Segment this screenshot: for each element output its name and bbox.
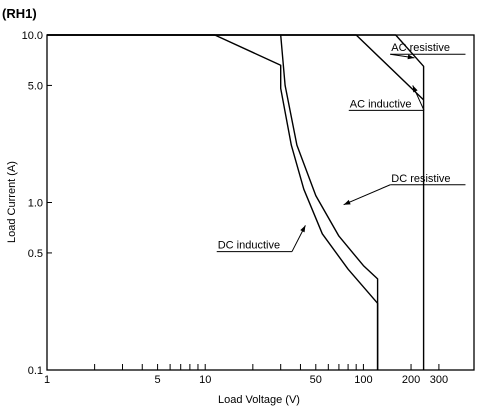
y-tick-label-0.5: 0.5 (28, 248, 43, 260)
annotation-arrow-dc-inductive (300, 225, 306, 233)
chart-title: (RH1) (2, 6, 37, 21)
x-tick-label-300: 300 (430, 374, 448, 386)
plot-frame (46, 34, 475, 371)
annotation-arrow-dc-resistive (343, 199, 351, 205)
series-line-ac-resistive (47, 34, 425, 370)
x-tick-label-5: 5 (155, 374, 161, 386)
series-line-dc-inductive (47, 34, 379, 370)
x-axis-title: Load Voltage (V) (218, 394, 300, 406)
y-axis-title: Load Current (A) (6, 161, 18, 243)
series-line-dc-resistive (280, 34, 379, 370)
annotation-ac-inductive: AC inductive (350, 98, 412, 110)
annotation-dc-inductive: DC inductive (218, 240, 280, 252)
x-tick-label-50: 50 (310, 374, 322, 386)
y-tick-label-5: 5.0 (28, 80, 43, 92)
annotation-arrow-ac-resistive (407, 54, 415, 60)
annotation-arrow-ac-inductive (412, 85, 418, 93)
x-tick-label-200: 200 (402, 374, 420, 386)
y-tick-label-1: 1.0 (28, 198, 43, 210)
y-tick-label-0.1: 0.1 (28, 365, 43, 377)
annotation-ac-resistive: AC resistive (391, 42, 450, 54)
x-tick-label-10: 10 (199, 374, 211, 386)
x-tick-label-100: 100 (354, 374, 372, 386)
y-tick-label-10: 10.0 (22, 30, 43, 42)
annotation-dc-resistive: DC resistive (391, 173, 450, 185)
x-tick-label-1: 1 (44, 374, 50, 386)
annotation-leader-dc-resistive (343, 184, 391, 206)
